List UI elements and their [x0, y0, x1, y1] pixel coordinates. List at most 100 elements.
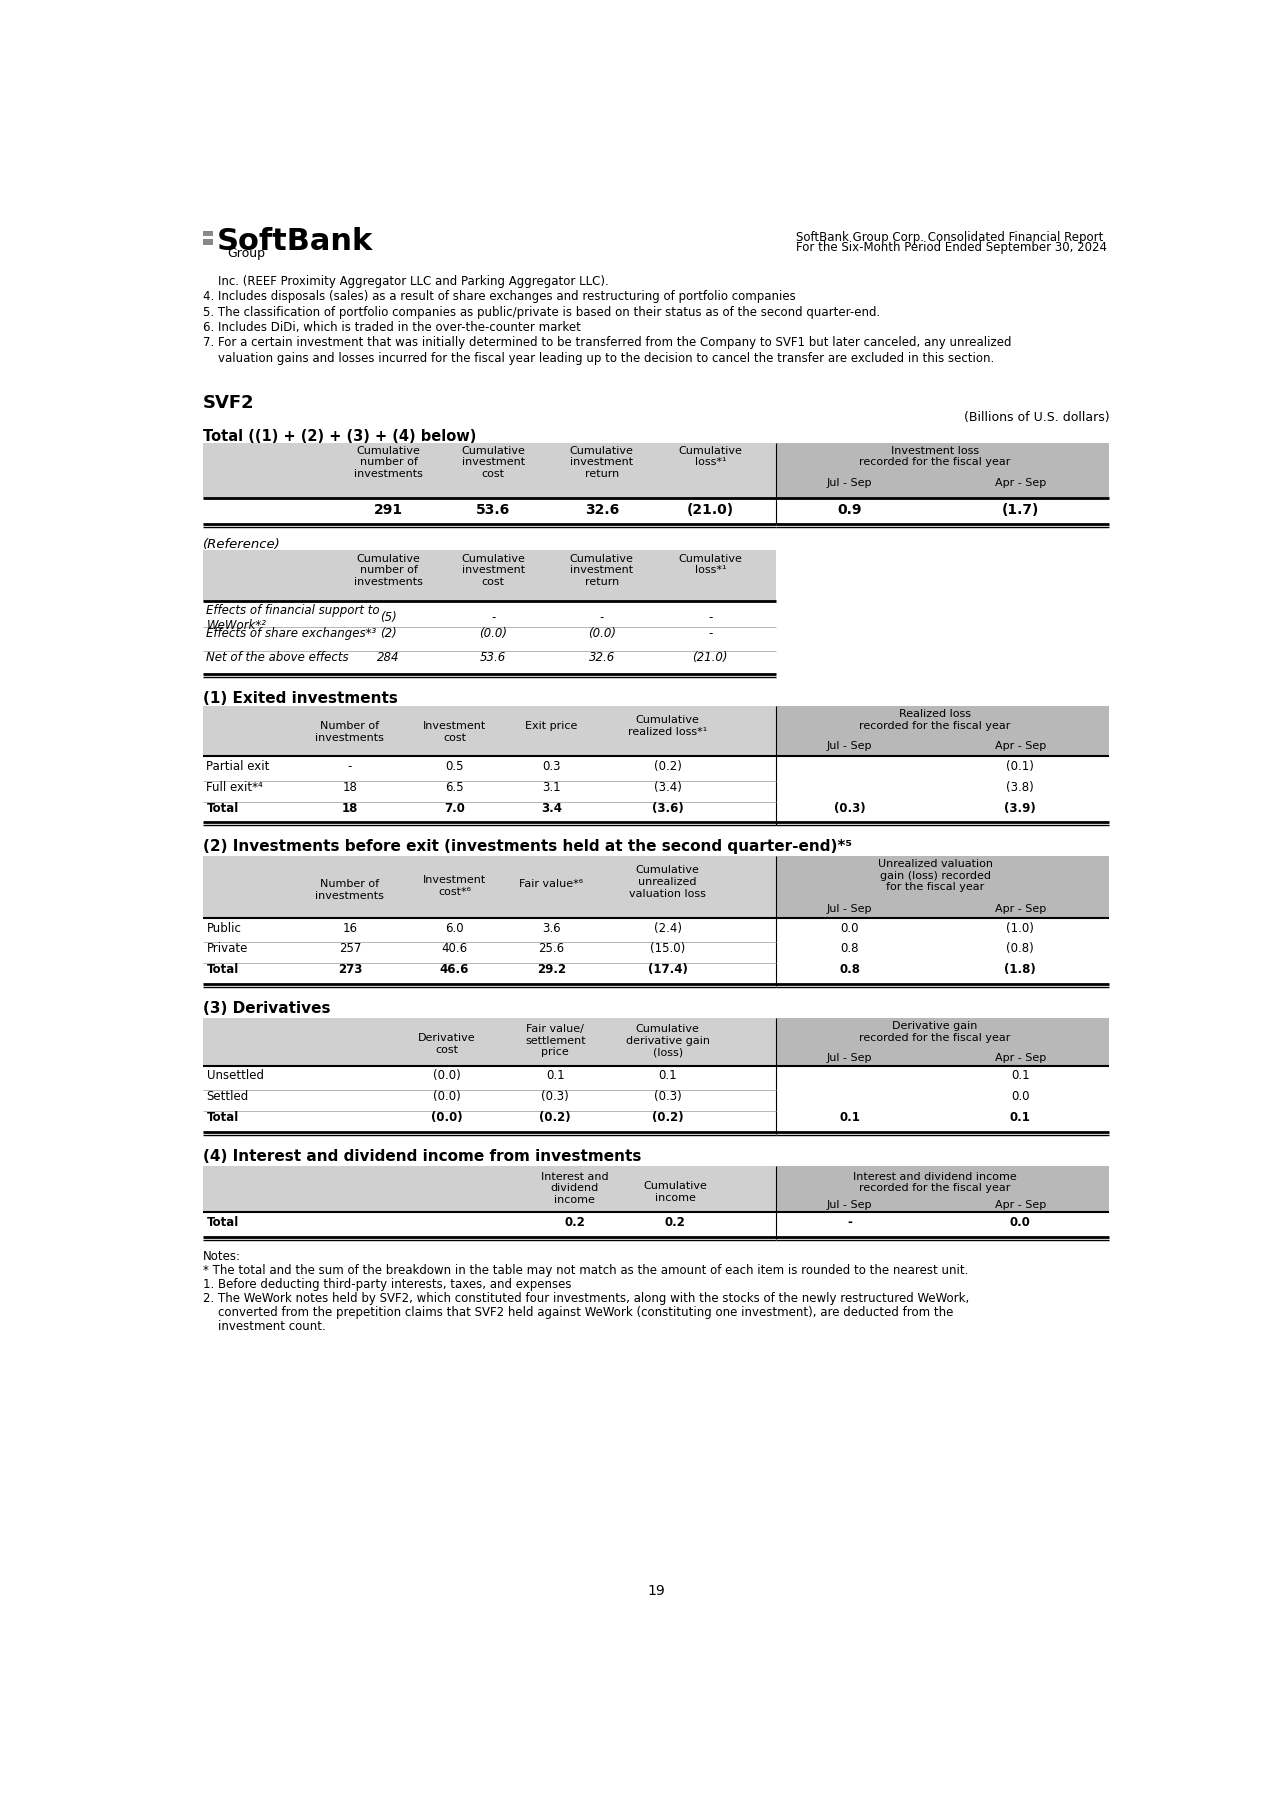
- Text: 0.8: 0.8: [840, 962, 860, 977]
- Text: valuation gains and losses incurred for the fiscal year leading up to the decisi: valuation gains and losses incurred for …: [202, 351, 993, 365]
- Bar: [776, 443, 1110, 497]
- Bar: [202, 1018, 776, 1066]
- Text: 291: 291: [374, 503, 403, 517]
- Text: (0.2): (0.2): [654, 760, 681, 772]
- Text: Settled: Settled: [206, 1091, 248, 1103]
- Text: 284: 284: [378, 651, 399, 664]
- Text: 46.6: 46.6: [440, 962, 470, 977]
- Text: Cumulative
income: Cumulative income: [644, 1181, 708, 1203]
- Text: Private: Private: [206, 942, 248, 955]
- Text: -: -: [599, 611, 604, 624]
- Text: (4) Interest and dividend income from investments: (4) Interest and dividend income from in…: [202, 1149, 641, 1163]
- Text: Cumulative
investment
return: Cumulative investment return: [570, 554, 634, 586]
- Bar: [776, 1165, 1110, 1212]
- Text: 0.1: 0.1: [840, 1111, 860, 1123]
- Text: (0.0): (0.0): [431, 1111, 462, 1123]
- Text: 0.3: 0.3: [543, 760, 561, 772]
- Bar: [202, 1165, 776, 1212]
- Text: -: -: [847, 1216, 852, 1228]
- Text: Cumulative
number of
investments: Cumulative number of investments: [355, 554, 424, 586]
- Text: Jul - Sep: Jul - Sep: [827, 1053, 873, 1064]
- Text: Fair value/
settlement
price: Fair value/ settlement price: [525, 1024, 585, 1056]
- Text: Number of
investments: Number of investments: [315, 722, 384, 743]
- Text: (0.0): (0.0): [588, 628, 616, 640]
- Text: Notes:: Notes:: [202, 1250, 241, 1263]
- Text: Cumulative
loss*¹: Cumulative loss*¹: [678, 554, 742, 575]
- Text: -: -: [708, 611, 713, 624]
- Text: 0.1: 0.1: [658, 1069, 677, 1082]
- Text: Total: Total: [206, 801, 239, 814]
- Text: Total: Total: [206, 1111, 239, 1123]
- Text: 0.2: 0.2: [664, 1216, 686, 1228]
- Text: Apr - Sep: Apr - Sep: [995, 1199, 1046, 1210]
- Text: 18: 18: [342, 801, 358, 814]
- Text: (1.7): (1.7): [1001, 503, 1039, 517]
- Text: 0.1: 0.1: [547, 1069, 564, 1082]
- Text: Investment
cost: Investment cost: [422, 722, 486, 743]
- Bar: [776, 1018, 1110, 1066]
- Text: 1. Before deducting third-party interests, taxes, and expenses: 1. Before deducting third-party interest…: [202, 1279, 571, 1292]
- Text: (17.4): (17.4): [648, 962, 687, 977]
- Text: Cumulative
investment
return: Cumulative investment return: [570, 445, 634, 479]
- Text: (2): (2): [380, 628, 397, 640]
- Text: 16: 16: [342, 921, 357, 935]
- Text: Cumulative
loss*¹: Cumulative loss*¹: [678, 445, 742, 467]
- Text: Public: Public: [206, 921, 242, 935]
- Text: 3.1: 3.1: [541, 781, 561, 794]
- Text: 273: 273: [338, 962, 362, 977]
- Text: 53.6: 53.6: [476, 503, 511, 517]
- Text: SoftBank Group Corp. Consolidated Financial Report: SoftBank Group Corp. Consolidated Financ…: [795, 232, 1103, 244]
- Text: 6.0: 6.0: [445, 921, 463, 935]
- Text: 6.5: 6.5: [445, 781, 463, 794]
- Text: (Billions of U.S. dollars): (Billions of U.S. dollars): [964, 411, 1110, 423]
- Text: Apr - Sep: Apr - Sep: [995, 742, 1046, 751]
- Text: (3.6): (3.6): [652, 801, 684, 814]
- Text: Investment loss
recorded for the fiscal year: Investment loss recorded for the fiscal …: [859, 445, 1011, 467]
- Text: Apr - Sep: Apr - Sep: [995, 904, 1046, 914]
- Text: Interest and dividend income
recorded for the fiscal year: Interest and dividend income recorded fo…: [854, 1172, 1016, 1194]
- Text: (0.8): (0.8): [1006, 942, 1034, 955]
- Bar: [202, 706, 776, 756]
- Text: Derivative gain
recorded for the fiscal year: Derivative gain recorded for the fiscal …: [859, 1020, 1011, 1042]
- Text: (2) Investments before exit (investments held at the second quarter-end)*⁵: (2) Investments before exit (investments…: [202, 839, 851, 854]
- Text: 0.9: 0.9: [837, 503, 861, 517]
- Text: -: -: [708, 628, 713, 640]
- Text: (21.0): (21.0): [692, 651, 728, 664]
- Text: Cumulative
investment
cost: Cumulative investment cost: [461, 445, 525, 479]
- Text: Jul - Sep: Jul - Sep: [827, 904, 873, 914]
- Text: (21.0): (21.0): [686, 503, 733, 517]
- Text: (3.4): (3.4): [654, 781, 681, 794]
- Text: -: -: [492, 611, 495, 624]
- Bar: [202, 239, 212, 244]
- Text: 0.1: 0.1: [1010, 1111, 1030, 1123]
- Text: 7.0: 7.0: [444, 801, 465, 814]
- Text: Exit price: Exit price: [525, 722, 577, 731]
- Text: (15.0): (15.0): [650, 942, 685, 955]
- Text: 0.2: 0.2: [564, 1216, 585, 1228]
- Text: Jul - Sep: Jul - Sep: [827, 1199, 873, 1210]
- Text: 5. The classification of portfolio companies as public/private is based on their: 5. The classification of portfolio compa…: [202, 306, 879, 318]
- Text: 29.2: 29.2: [536, 962, 566, 977]
- Text: 0.8: 0.8: [841, 942, 859, 955]
- Text: 32.6: 32.6: [585, 503, 618, 517]
- Text: Net of the above effects: Net of the above effects: [206, 651, 349, 664]
- Text: converted from the prepetition claims that SVF2 held against WeWork (constitutin: converted from the prepetition claims th…: [202, 1306, 954, 1319]
- Text: (0.3): (0.3): [654, 1091, 681, 1103]
- Text: Investment
cost*⁶: Investment cost*⁶: [422, 876, 486, 897]
- Text: (0.0): (0.0): [433, 1091, 461, 1103]
- Text: (0.3): (0.3): [541, 1091, 570, 1103]
- Text: (Reference): (Reference): [202, 537, 280, 552]
- Text: Inc. (REEF Proximity Aggregator LLC and Parking Aggregator LLC).: Inc. (REEF Proximity Aggregator LLC and …: [202, 275, 608, 288]
- Text: Cumulative
derivative gain
(loss): Cumulative derivative gain (loss): [626, 1024, 709, 1056]
- Text: (3.9): (3.9): [1005, 801, 1036, 814]
- Text: (0.0): (0.0): [479, 628, 507, 640]
- Text: 18: 18: [343, 781, 357, 794]
- Text: Jul - Sep: Jul - Sep: [827, 478, 873, 488]
- Text: 0.0: 0.0: [1010, 1216, 1030, 1228]
- Text: SVF2: SVF2: [202, 394, 255, 412]
- Text: Cumulative
investment
cost: Cumulative investment cost: [461, 554, 525, 586]
- Text: 2. The WeWork notes held by SVF2, which constituted four investments, along with: 2. The WeWork notes held by SVF2, which …: [202, 1292, 969, 1304]
- Text: SoftBank: SoftBank: [216, 228, 372, 257]
- Text: Group: Group: [228, 248, 265, 260]
- Text: * The total and the sum of the breakdown in the table may not match as the amoun: * The total and the sum of the breakdown…: [202, 1264, 968, 1277]
